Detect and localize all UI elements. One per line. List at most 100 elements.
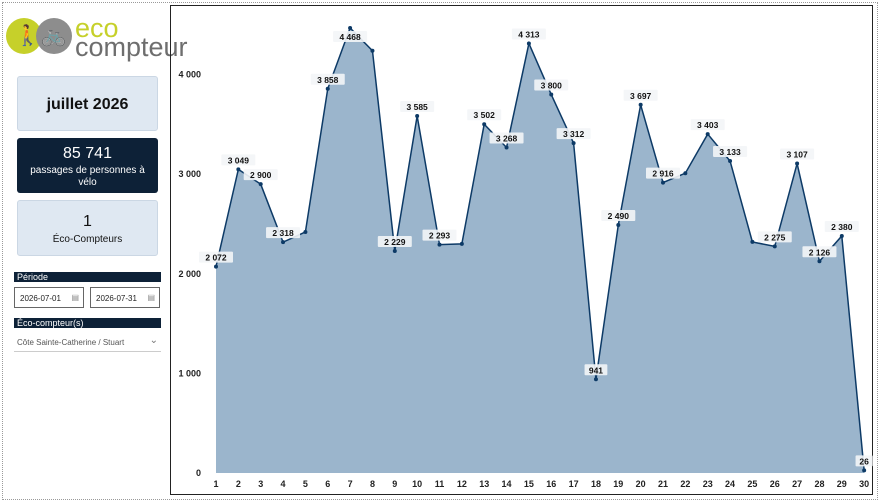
cyclist-icon: 🚲 (41, 23, 66, 47)
logo-word-compteur: compteur (75, 32, 188, 62)
x-tick-label: 8 (370, 479, 375, 489)
month-card: juillet 2026 (17, 76, 158, 131)
data-point (526, 41, 531, 46)
x-tick-label: 7 (348, 479, 353, 489)
x-tick-label: 24 (725, 479, 735, 489)
total-passages-label: passages de personnes à vélo (30, 165, 145, 188)
data-point (839, 233, 844, 238)
data-label: 2 229 (384, 237, 406, 247)
counter-select-dropdown[interactable]: Côte Sainte-Catherine / Stuart ⌄ (14, 332, 161, 352)
data-point (415, 113, 420, 118)
data-label: 3 403 (697, 120, 719, 130)
data-label-bg (310, 73, 345, 85)
eco-compteur-logo: 🚶 🚲 eco compteur (6, 15, 188, 61)
data-label: 2 072 (205, 253, 227, 263)
data-point (571, 141, 576, 146)
period-section-header: Période (14, 272, 161, 282)
area-fill (216, 28, 865, 473)
month-label: juillet 2026 (46, 96, 129, 113)
data-label-bg (511, 28, 546, 40)
data-point (348, 26, 353, 30)
data-label-bg (690, 119, 725, 131)
data-point (482, 122, 487, 127)
data-label-bg (556, 128, 591, 140)
data-point (258, 182, 263, 187)
total-passages-card: 85 741 passages de personnes à vélo (17, 138, 158, 193)
data-label-bg (855, 455, 873, 467)
date-start-value: 2026-07-01 (20, 294, 61, 303)
data-label: 3 049 (228, 155, 250, 165)
data-point (303, 229, 308, 234)
data-label: 3 268 (496, 134, 518, 144)
x-tick-label: 13 (479, 479, 489, 489)
data-point (281, 240, 286, 245)
data-label-bg (199, 251, 233, 263)
counters-count-card: 1 Éco-Compteurs (17, 200, 158, 256)
data-label: 2 275 (764, 232, 786, 242)
data-label: 3 858 (317, 75, 339, 85)
calendar-icon[interactable]: ▤ (71, 293, 79, 302)
data-point (504, 145, 509, 150)
data-point (549, 92, 554, 97)
data-label-bg (802, 246, 837, 258)
data-label: 3 502 (474, 110, 496, 120)
x-tick-label: 4 (281, 479, 286, 489)
data-point (370, 48, 375, 53)
data-label-bg (713, 145, 748, 157)
date-start-field[interactable]: 2026-07-01 ▤ (14, 287, 84, 308)
data-point (616, 223, 621, 228)
x-tick-label: 11 (435, 479, 445, 489)
counter-section-header: Éco-compteur(s) (14, 318, 161, 328)
counters-count-label: Éco-Compteurs (52, 234, 123, 245)
y-tick-label: 4 000 (178, 70, 201, 80)
cyclist-icon-circle: 🚲 (36, 18, 72, 54)
data-label: 2 490 (608, 211, 630, 221)
calendar-icon[interactable]: ▤ (147, 293, 155, 302)
data-label: 26 (859, 456, 869, 466)
counters-count-value: 1 (83, 213, 92, 230)
date-end-field[interactable]: 2026-07-31 ▤ (90, 287, 160, 308)
data-label: 3 107 (786, 150, 808, 160)
data-label-bg (489, 132, 524, 144)
data-label: 3 585 (407, 102, 429, 112)
x-tick-label: 12 (457, 479, 467, 489)
data-label-bg (623, 89, 658, 101)
data-point (772, 244, 777, 249)
x-tick-label: 16 (546, 479, 556, 489)
data-label: 2 293 (429, 231, 451, 241)
data-point (661, 180, 665, 185)
x-tick-label: 14 (502, 479, 512, 489)
data-label-bg (780, 148, 815, 160)
data-point (705, 132, 710, 137)
data-label-bg (467, 109, 502, 121)
data-point (392, 248, 397, 253)
data-label-bg (584, 364, 608, 376)
x-tick-label: 25 (747, 479, 757, 489)
data-point (683, 171, 688, 176)
data-label: 2 380 (831, 222, 853, 232)
x-tick-label: 9 (392, 479, 397, 489)
total-passages-value: 85 741 (63, 145, 112, 162)
x-tick-label: 6 (325, 479, 330, 489)
data-point (638, 102, 643, 107)
x-tick-label: 22 (680, 479, 690, 489)
data-label-bg (377, 235, 412, 247)
chevron-down-icon[interactable]: ⌄ (149, 335, 158, 346)
data-label: 4 468 (339, 32, 361, 42)
x-tick-label: 28 (814, 479, 824, 489)
data-point (325, 86, 330, 91)
data-point (236, 167, 241, 172)
data-label-bg (534, 79, 569, 91)
x-tick-label: 29 (837, 479, 847, 489)
x-tick-label: 1 (213, 479, 218, 489)
data-label: 941 (589, 365, 603, 375)
data-label-bg (243, 169, 278, 181)
data-label-bg (601, 210, 636, 222)
x-tick-label: 3 (258, 479, 263, 489)
x-tick-label: 5 (303, 479, 308, 489)
y-tick-label: 3 000 (178, 169, 201, 179)
data-point (459, 241, 464, 246)
x-tick-label: 26 (770, 479, 780, 489)
